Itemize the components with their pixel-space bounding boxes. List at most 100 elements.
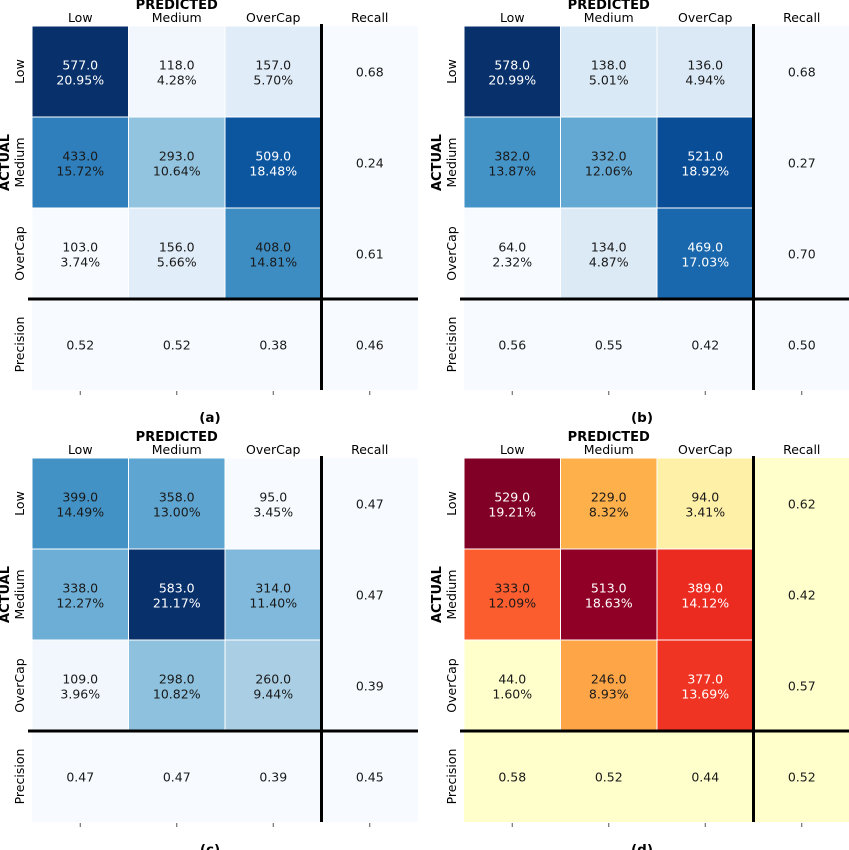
- heatmap-cell: [463, 457, 561, 550]
- cell-percent-label: 20.95%: [56, 73, 104, 88]
- column-header-label: Low: [68, 10, 93, 25]
- column-header-label: Low: [500, 10, 525, 25]
- confusion-matrix-panel: 577.020.95% 118.04.28% 157.05.70% 433.015.7…: [0, 0, 418, 426]
- cell-count-label: 44.0: [498, 672, 526, 687]
- cell-count-label: 433.0: [62, 149, 98, 164]
- heatmap-cell: [31, 116, 129, 209]
- row-header-label: Precision: [12, 317, 27, 373]
- recall-value: 0.68: [356, 65, 384, 80]
- recall-value: 0.47: [356, 588, 384, 603]
- precision-value: 0.52: [163, 338, 191, 353]
- actual-axis-title: ACTUAL: [0, 134, 13, 191]
- cell-count-label: 333.0: [494, 581, 530, 596]
- cell-count-label: 157.0: [255, 58, 291, 73]
- cell-percent-label: 20.99%: [488, 73, 536, 88]
- row-header-label: Medium: [444, 570, 459, 620]
- column-header-label: Recall: [351, 442, 388, 457]
- confusion-matrix-panel: 578.020.99% 138.05.01% 136.04.94% 382.013.8…: [430, 0, 849, 426]
- recall-value: 0.47: [356, 497, 384, 512]
- row-header-label: Precision: [444, 317, 459, 373]
- panel-caption: (a): [199, 410, 220, 426]
- predicted-axis-title: PREDICTED: [136, 0, 218, 13]
- panel-caption: (c): [200, 842, 220, 850]
- precision-value: 0.47: [66, 770, 94, 785]
- column-header-label: Low: [500, 442, 525, 457]
- heatmap-cell: [128, 25, 226, 118]
- recall-value: 0.27: [788, 156, 816, 171]
- column-header-label: Medium: [584, 10, 634, 25]
- cell-count-label: 64.0: [498, 240, 526, 255]
- cell-count-label: 399.0: [62, 490, 98, 505]
- cell-count-label: 377.0: [687, 672, 723, 687]
- precision-value: 0.55: [595, 338, 623, 353]
- cell-count-label: 583.0: [159, 581, 195, 596]
- cell-count-label: 156.0: [159, 240, 195, 255]
- cell-count-label: 260.0: [255, 672, 291, 687]
- heatmap-cell: [128, 207, 226, 300]
- row-header-label: OverCap: [444, 658, 459, 712]
- cell-count-label: 293.0: [159, 149, 195, 164]
- cell-percent-label: 3.45%: [253, 505, 293, 520]
- row-header-label: Low: [12, 491, 27, 516]
- cell-percent-label: 13.00%: [153, 505, 201, 520]
- actual-axis-title: ACTUAL: [0, 566, 13, 623]
- heatmap-cell: [31, 25, 129, 118]
- row-header-label: Precision: [12, 749, 27, 805]
- cell-count-label: 134.0: [591, 240, 627, 255]
- column-header-label: Recall: [351, 10, 388, 25]
- column-header-label: Recall: [783, 10, 820, 25]
- recall-value: 0.61: [356, 247, 384, 262]
- actual-axis-title: ACTUAL: [430, 566, 445, 623]
- cell-count-label: 94.0: [691, 490, 719, 505]
- actual-axis-title: ACTUAL: [430, 134, 445, 191]
- cell-percent-label: 10.64%: [153, 164, 201, 179]
- row-header-label: OverCap: [444, 226, 459, 280]
- cell-percent-label: 13.69%: [681, 687, 729, 702]
- overall-metric-value: 0.46: [356, 338, 384, 353]
- cell-percent-label: 18.92%: [681, 164, 729, 179]
- cell-count-label: 338.0: [62, 581, 98, 596]
- column-header-label: Medium: [584, 442, 634, 457]
- precision-value: 0.58: [498, 770, 526, 785]
- row-header-label: OverCap: [12, 658, 27, 712]
- recall-value: 0.70: [788, 247, 816, 262]
- overall-metric-value: 0.45: [356, 770, 384, 785]
- cell-count-label: 529.0: [494, 490, 530, 505]
- confusion-matrix-panel: 529.019.21% 229.08.32% 94.03.41% 333.012.09…: [430, 430, 849, 850]
- cell-percent-label: 14.81%: [249, 255, 297, 270]
- cell-percent-label: 17.03%: [681, 255, 729, 270]
- predicted-axis-title: PREDICTED: [568, 430, 650, 445]
- overall-metric-value: 0.50: [788, 338, 816, 353]
- cell-count-label: 138.0: [591, 58, 627, 73]
- heatmap-cell: [224, 639, 322, 732]
- precision-value: 0.38: [259, 338, 287, 353]
- cell-count-label: 469.0: [687, 240, 723, 255]
- column-header-label: OverCap: [246, 10, 300, 25]
- cell-percent-label: 8.93%: [589, 687, 629, 702]
- cell-percent-label: 3.96%: [60, 687, 100, 702]
- cell-count-label: 95.0: [259, 490, 287, 505]
- cell-percent-label: 12.27%: [56, 596, 104, 611]
- cell-count-label: 382.0: [494, 149, 530, 164]
- cell-percent-label: 12.06%: [585, 164, 633, 179]
- cell-percent-label: 5.66%: [157, 255, 197, 270]
- heatmap-cell: [560, 25, 658, 118]
- row-header-label: Low: [444, 59, 459, 84]
- precision-value: 0.56: [498, 338, 526, 353]
- cell-count-label: 118.0: [159, 58, 195, 73]
- panel-caption: (d): [631, 842, 653, 850]
- cell-percent-label: 4.94%: [685, 73, 725, 88]
- recall-value: 0.57: [788, 679, 816, 694]
- cell-percent-label: 18.48%: [249, 164, 297, 179]
- heatmap-cell: [560, 457, 658, 550]
- heatmap-cell: [224, 25, 322, 118]
- recall-value: 0.39: [356, 679, 384, 694]
- precision-value: 0.44: [691, 770, 719, 785]
- column-header-label: OverCap: [678, 10, 732, 25]
- heatmap-cell: [128, 457, 226, 550]
- cell-count-label: 521.0: [687, 149, 723, 164]
- cell-percent-label: 12.09%: [488, 596, 536, 611]
- cell-count-label: 109.0: [62, 672, 98, 687]
- heatmap-cell: [656, 25, 754, 118]
- recall-value: 0.24: [356, 156, 384, 171]
